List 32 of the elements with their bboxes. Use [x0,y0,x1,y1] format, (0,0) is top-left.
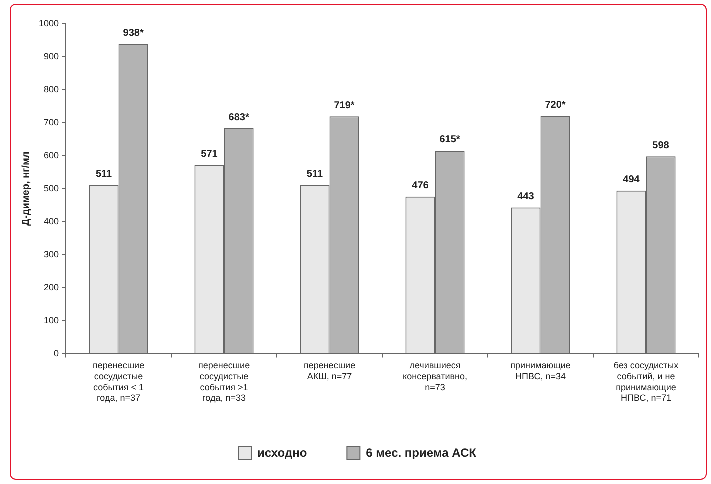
x-tick-label: без сосудистых событий, и не принимающие НПВС, n=71 [614,360,680,404]
x-tick-label: перенесшие сосудистые события < 1 года, n=37 [92,360,145,404]
x-tick-label: лечившиеся консервативно, n=73 [403,360,468,392]
data-label: 511 [96,169,112,180]
y-tick-label: 200 [44,282,60,292]
y-tick-label: 500 [44,183,60,194]
data-label: 476 [412,180,430,192]
y-tick-label: 700 [44,117,60,128]
y-tick-label: 300 [44,249,60,260]
data-label: 683* [228,112,250,124]
data-label: 720* [545,100,566,112]
data-label: 511 [306,169,324,180]
data-label: 938* [123,28,144,40]
x-tick-label: перенесшие сосудистые события >1 года, n=33 [198,360,250,404]
data-label: 494 [623,174,640,186]
data-label: 719* [334,100,355,112]
y-tick-label: 0 [54,348,60,358]
y-tick-label: 600 [44,150,60,160]
y-tick-label: 100 [44,315,60,326]
x-tick-label: перенесшие АКШ, n=77 [304,360,356,382]
y-tick-label: 1000 [38,18,60,28]
data-label: 571 [201,149,218,160]
y-tick-label: 900 [44,51,60,62]
x-tick-label: принимающие НПВС, n=34 [510,360,571,382]
y-tick-label: 800 [44,84,60,94]
y-axis-title: Д-димер, нг/мл [20,152,32,226]
legend-label: исходно [258,446,308,460]
y-tick-label: 400 [44,216,60,226]
data-label: 598 [652,140,670,152]
data-label: 615* [440,134,460,146]
data-label: 443 [518,191,535,202]
legend-label: 6 мес. приема АСК [366,446,478,460]
